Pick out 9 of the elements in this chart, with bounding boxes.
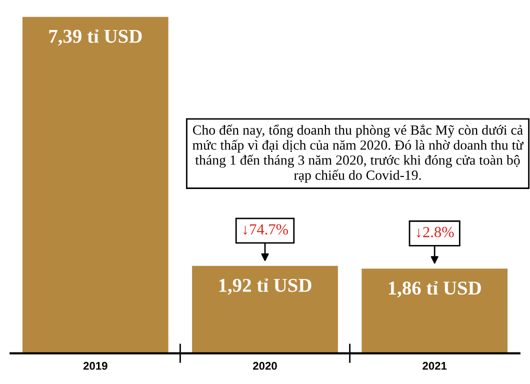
x-tick-label: 2019 [83, 362, 108, 370]
x-tick-label: 2020 [253, 362, 277, 370]
data-label: 1,92 tỉ USD [219, 278, 312, 295]
annotation: ↓2.8% [416, 226, 454, 238]
annotation: Cho đến nay, tổng doanh thu phòng vé Bắc Mỹ còn dưới cả mức thấp vì đại dịch của năm 2020. Đó là nhờ doanh thu từ tháng 1 đến tháng 3 năm 2020, trước khi đóng cửa toàn bộ rạp chiếu do Covid-19. [192, 124, 524, 183]
annotation: ↓74.7% [243, 224, 288, 235]
data-label: 1,86 tỉ USD [388, 281, 481, 298]
data-label: 7,39 tỉ USD [49, 29, 142, 46]
x-tick-label: 2021 [422, 362, 447, 370]
